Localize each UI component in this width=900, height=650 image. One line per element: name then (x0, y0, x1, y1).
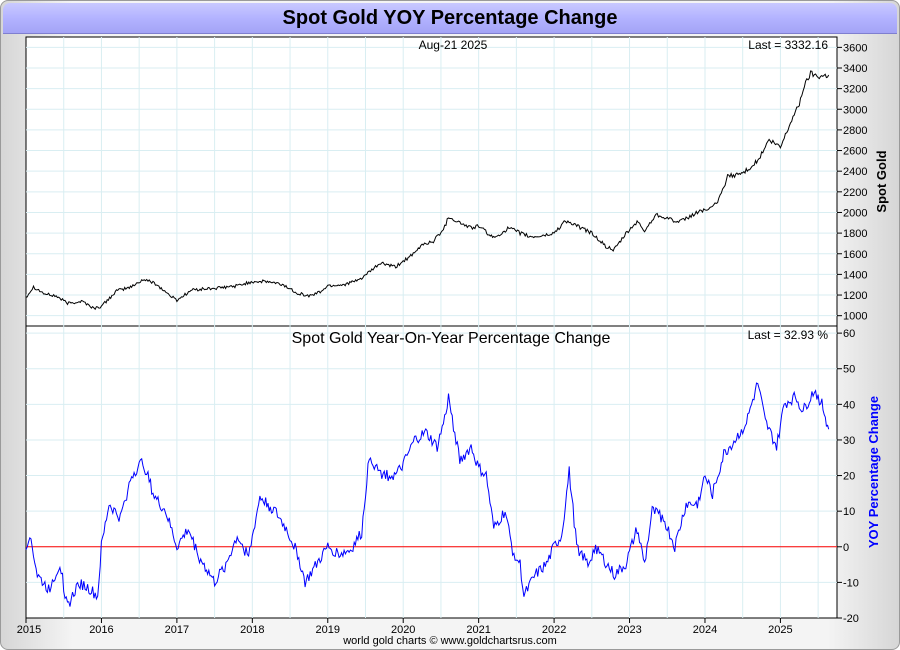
x-tick-label: 2020 (391, 624, 415, 636)
panel-1-area (25, 36, 838, 327)
y-tick-label: 3200 (843, 84, 867, 96)
y-tick-label: -10 (843, 577, 859, 589)
y-tick-label: 2200 (843, 187, 867, 199)
y-axis-label-yoy: YOY Percentage Change (866, 396, 881, 548)
y-tick-label: 2600 (843, 146, 867, 158)
panel-2-area (25, 325, 838, 619)
y-tick-label: 20 (843, 471, 855, 483)
y-tick-label: 1200 (843, 290, 867, 302)
chart-title: Spot Gold YOY Percentage Change (3, 3, 897, 34)
x-tick-label: 2022 (542, 624, 566, 636)
panel-title: Spot Gold Year-On-Year Percentage Change (292, 330, 611, 347)
y-tick-label: 1600 (843, 249, 867, 261)
spot-gold-price-line (25, 70, 830, 311)
y-axis-label-spot-gold: Spot Gold (874, 150, 889, 212)
x-tick-label: 2019 (316, 624, 340, 636)
x-tick-label: 2016 (89, 624, 113, 636)
y-tick-label: 2400 (843, 166, 867, 178)
last-value-label: Last = 32.93 % (748, 328, 829, 342)
y-tick-label: 10 (843, 506, 855, 518)
last-value-label: Last = 3332.16 (748, 38, 828, 52)
y-tick-label: 40 (843, 399, 855, 411)
y-tick-label: 60 (843, 328, 855, 340)
y-tick-label: 30 (843, 435, 855, 447)
yoy-change-line (25, 382, 830, 607)
y-tick-label: 3000 (843, 104, 867, 116)
x-tick-label: 2021 (466, 624, 490, 636)
footer-credit: world gold charts © www.goldchartsrus.co… (343, 635, 557, 647)
y-tick-label: 50 (843, 364, 855, 376)
x-tick-label: 2024 (693, 624, 717, 636)
date-label: Aug-21 2025 (419, 38, 488, 52)
y-tick-label: 2800 (843, 125, 867, 137)
y-tick-label: 1000 (843, 311, 867, 323)
x-tick-label: 2017 (165, 624, 189, 636)
x-tick-label: 2023 (617, 624, 641, 636)
y-tick-label: 2000 (843, 207, 867, 219)
y-tick-label: 1800 (843, 228, 867, 240)
y-tick-label: 3400 (843, 63, 867, 75)
x-tick-label: 2018 (240, 624, 264, 636)
x-tick-label: 2015 (17, 624, 41, 636)
y-tick-label: 3600 (843, 42, 867, 54)
x-tick-label: 2025 (768, 624, 792, 636)
y-tick-label: 0 (843, 542, 849, 554)
y-tick-label: -20 (843, 613, 859, 625)
y-tick-label: 1400 (843, 269, 867, 281)
